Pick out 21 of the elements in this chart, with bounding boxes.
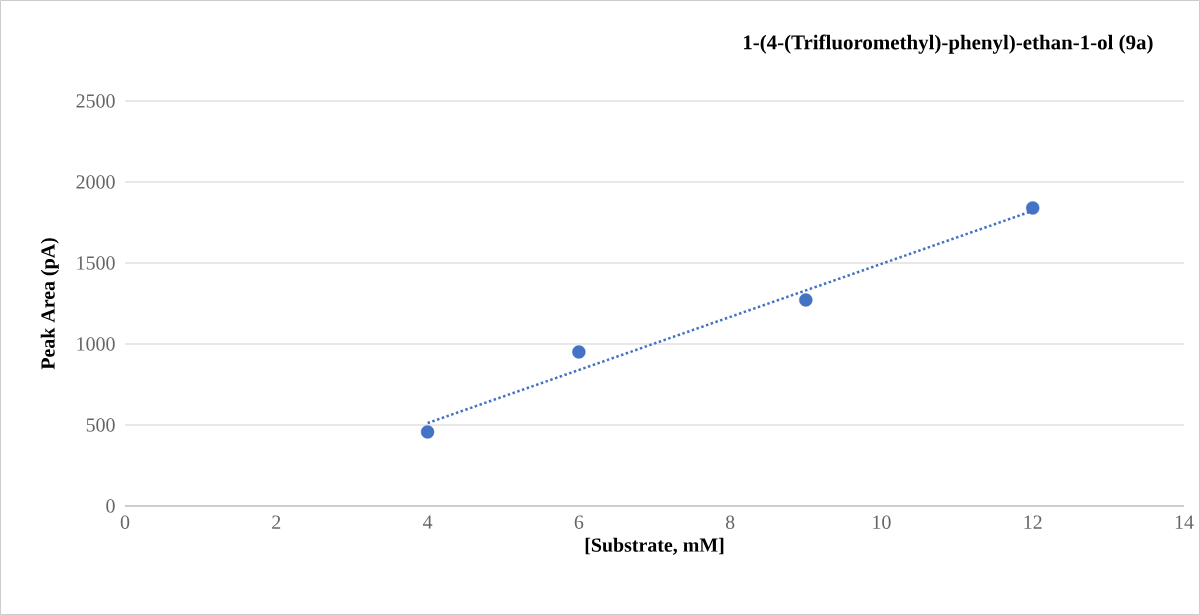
x-tick-label: 2: [272, 515, 281, 529]
y-tick-label: 1000: [77, 337, 115, 351]
x-tick-label: 4: [422, 515, 433, 529]
y-tick-label: 2500: [76, 94, 115, 108]
x-tick-label: 10: [873, 515, 891, 529]
x-tick-label: 14: [1175, 515, 1194, 529]
point: [799, 293, 813, 307]
x-tick-label: 8: [725, 515, 735, 529]
x-tick-label: 6: [574, 515, 584, 529]
y-tick-label: 0: [106, 499, 115, 513]
y-tick-label: 1500: [77, 256, 115, 270]
y-tick-label: 500: [86, 418, 115, 432]
point: [572, 345, 586, 359]
y-axis-title: Peak Area (pA): [40, 238, 59, 370]
x-tick-label: 0: [120, 515, 130, 529]
point: [1026, 201, 1040, 215]
y-tick-label: 2000: [76, 175, 115, 189]
chart-title: 1-(4-(Trifluoromethyl)-phenyl)-ethan-1-ol (9a): [743, 34, 1153, 54]
point: [420, 425, 435, 439]
x-axis-title: [Substrate, mM]: [585, 537, 724, 555]
x-tick-label: 12: [1024, 515, 1042, 529]
